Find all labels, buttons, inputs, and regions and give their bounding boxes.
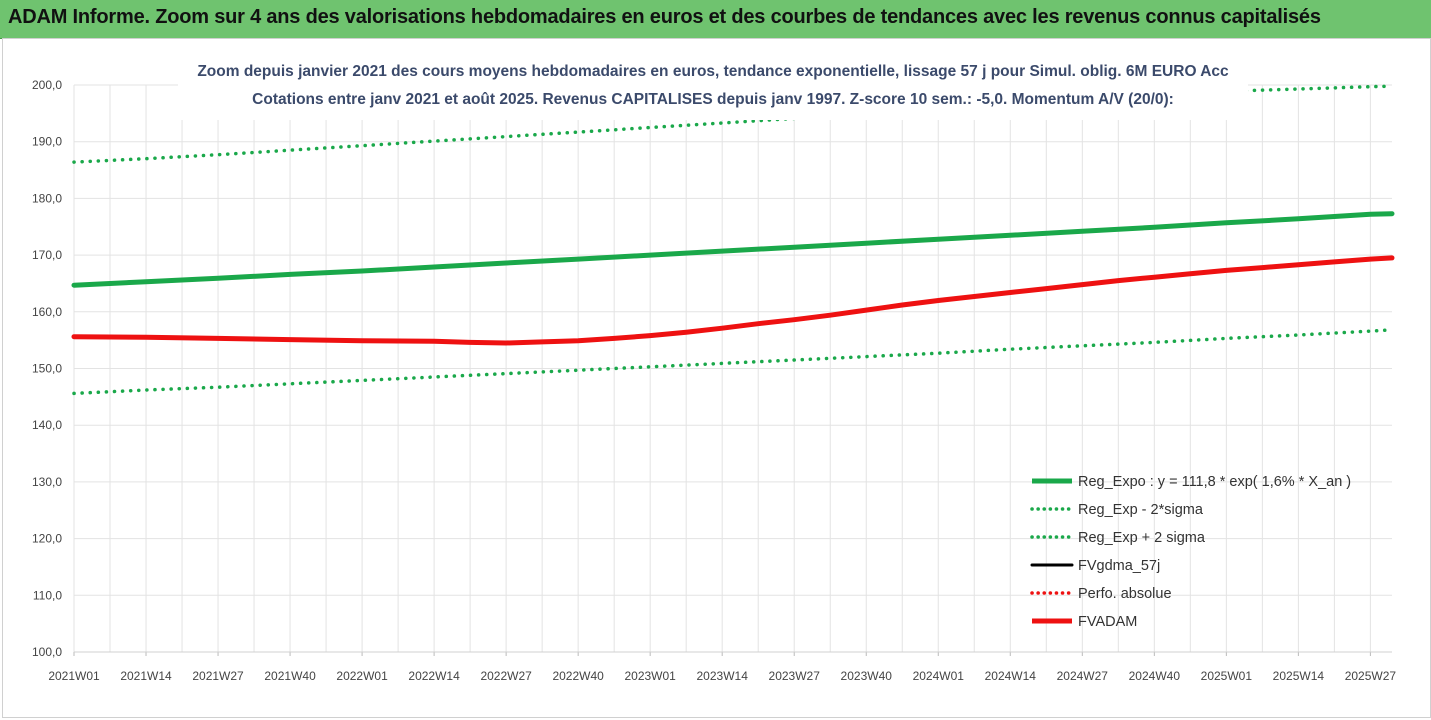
y-axis-ticks: 100,0 110,0 120,0 130,0 140,0 150,0 160,0 170,0… <box>32 78 62 659</box>
y-tick-label: 130,0 <box>32 475 62 489</box>
x-tick-label: 2021W40 <box>264 669 316 683</box>
legend-label: Reg_Expo : y = 111,8 * exp( 1,6% * X_an … <box>1078 474 1351 490</box>
page-title: ADAM Informe. Zoom sur 4 ans des valoris… <box>8 6 1321 28</box>
header-bar: ADAM Informe. Zoom sur 4 ans des valoris… <box>0 0 1431 39</box>
y-tick-label: 100,0 <box>32 645 62 659</box>
x-tick-label: 2023W14 <box>697 669 749 683</box>
y-tick-label: 170,0 <box>32 248 62 262</box>
legend: Reg_Expo : y = 111,8 * exp( 1,6% * X_an … <box>1030 474 1351 630</box>
x-tick-label: 2023W40 <box>841 669 893 683</box>
x-tick-label: 2023W01 <box>624 669 676 683</box>
x-tick-label: 2025W01 <box>1201 669 1253 683</box>
legend-label: Perfo. absolue <box>1078 586 1172 602</box>
legend-label: FVADAM <box>1078 614 1137 630</box>
x-tick-label: 2021W14 <box>120 669 172 683</box>
x-tick-label: 2021W01 <box>48 669 100 683</box>
x-tick-label: 2024W27 <box>1057 669 1109 683</box>
series-line-1 <box>72 328 1394 396</box>
x-tick-label: 2025W27 <box>1345 669 1397 683</box>
chart-subtitle-line-2: Cotations entre janv 2021 et août 2025. … <box>252 91 1174 108</box>
chart-subtitle-line-1: Zoom depuis janvier 2021 des cours moyen… <box>197 63 1229 80</box>
x-tick-label: 2022W27 <box>480 669 532 683</box>
y-tick-label: 110,0 <box>33 588 62 602</box>
y-tick-label: 160,0 <box>32 305 62 319</box>
y-tick-label: 180,0 <box>32 191 62 205</box>
x-tick-label: 2024W40 <box>1129 669 1181 683</box>
legend-label: Reg_Exp + 2 sigma <box>1078 530 1206 546</box>
x-tick-label: 2024W14 <box>985 669 1037 683</box>
y-tick-label: 140,0 <box>32 418 62 432</box>
x-axis-ticks: 2021W01 2021W14 2021W27 2021W40 2022W01 2022W… <box>48 651 1397 683</box>
y-tick-label: 150,0 <box>32 362 62 376</box>
series-line-5 <box>71 255 1395 346</box>
legend-label: FVgdma_57j <box>1078 558 1160 574</box>
chart-frame <box>2 38 1431 718</box>
series-line-0 <box>71 211 1395 288</box>
x-tick-label: 2025W14 <box>1273 669 1325 683</box>
x-tick-label: 2022W01 <box>336 669 388 683</box>
series <box>71 84 1395 396</box>
legend-label: Reg_Exp - 2*sigma <box>1078 502 1204 518</box>
y-tick-label: 120,0 <box>32 532 62 546</box>
subtitle-background <box>178 52 1248 120</box>
y-tick-label: 190,0 <box>32 135 62 149</box>
x-tick-label: 2022W40 <box>552 669 604 683</box>
y-tick-label: 200,0 <box>32 78 62 92</box>
x-tick-label: 2024W01 <box>913 669 965 683</box>
grid <box>73 84 1392 653</box>
x-tick-label: 2021W27 <box>192 669 244 683</box>
x-tick-label: 2022W14 <box>408 669 460 683</box>
x-tick-label: 2023W27 <box>769 669 821 683</box>
